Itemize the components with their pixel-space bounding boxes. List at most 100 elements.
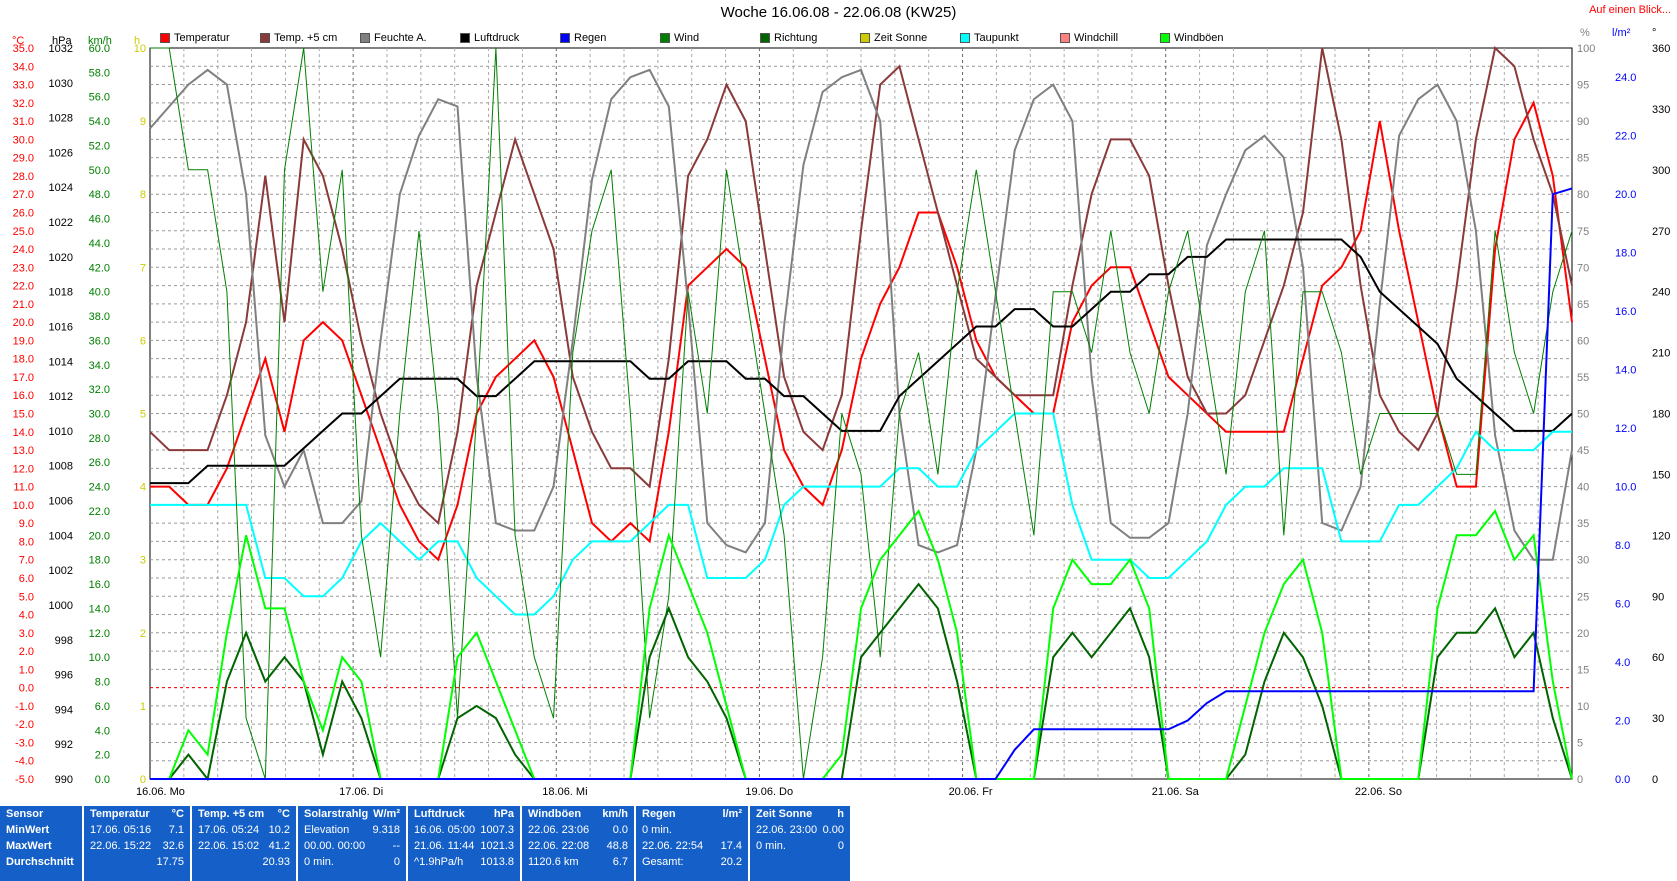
temperature-tick-label: 27.0 xyxy=(13,189,34,201)
summary-row: 20.93 xyxy=(198,856,290,872)
summary-row xyxy=(756,856,844,872)
wind-tick-label: 36.0 xyxy=(89,335,110,347)
humidity-tick-label: 0 xyxy=(1577,774,1583,786)
summary-row: 22.06. 23:00 0.00 xyxy=(756,824,844,840)
summary-cell: 1021.3 xyxy=(480,840,514,852)
pressure-tick-label: 990 xyxy=(55,774,73,786)
pressure-tick-label: 1024 xyxy=(49,182,73,194)
pressure-tick-label: 1032 xyxy=(49,43,73,55)
summary-block: Regen l/m² 0 min. 22.06. 22:54 17.4 Gesamt: 20… xyxy=(636,806,748,881)
summary-row: 17.75 xyxy=(90,856,184,872)
x-tick-label: 16.06. Mo xyxy=(136,786,185,798)
summary-row: Durchschnitt xyxy=(6,856,76,872)
direction-tick-label: 210 xyxy=(1652,348,1670,360)
temperature-tick-label: 28.0 xyxy=(13,171,34,183)
legend-swatch xyxy=(460,33,470,43)
temperature-tick-label: 13.0 xyxy=(13,445,34,457)
wind-tick-label: 50.0 xyxy=(89,165,110,177)
temperature-tick-label: 2.0 xyxy=(19,646,34,658)
direction-unit-label: ° xyxy=(1652,27,1656,39)
temperature-tick-label: 29.0 xyxy=(13,153,34,165)
summary-row: 17.06. 05:16 7.1 xyxy=(90,824,184,840)
summary-header-cell: °C xyxy=(277,808,290,820)
temperature-tick-label: 31.0 xyxy=(13,116,34,128)
rain-unit-label: l/m² xyxy=(1612,27,1631,39)
pressure-tick-label: 998 xyxy=(55,635,73,647)
wind-tick-label: 40.0 xyxy=(89,287,110,299)
legend-swatch xyxy=(960,33,970,43)
summary-header-cell: W/m² xyxy=(373,808,400,820)
summary-cell: 20.93 xyxy=(262,856,290,868)
humidity-tick-label: 80 xyxy=(1577,189,1589,201)
wind-tick-label: 46.0 xyxy=(89,214,110,226)
wind-tick-label: 2.0 xyxy=(95,750,110,762)
temperature-tick-label: 35.0 xyxy=(13,43,34,55)
sun-tick-label: 9 xyxy=(140,116,146,128)
wind-tick-label: 4.0 xyxy=(95,725,110,737)
temperature-tick-label: -2.0 xyxy=(15,719,34,731)
rain-tick-label: 24.0 xyxy=(1615,72,1636,84)
legend-label: Temp. +5 cm xyxy=(274,32,338,44)
summary-row: 0 min. 0 xyxy=(304,856,400,872)
summary-cell: 32.6 xyxy=(162,840,184,852)
legend-swatch xyxy=(760,33,770,43)
rain-tick-label: 22.0 xyxy=(1615,131,1636,143)
humidity-tick-label: 90 xyxy=(1577,116,1589,128)
temperature-tick-label: 18.0 xyxy=(13,354,34,366)
summary-cell: 17.4 xyxy=(720,840,742,852)
humidity-tick-label: 100 xyxy=(1577,43,1595,55)
summary-block: Sensor MinWert MaxWert Durchschnitt xyxy=(0,806,82,881)
temperature-tick-label: -5.0 xyxy=(15,774,34,786)
wind-tick-label: 10.0 xyxy=(89,652,110,664)
humidity-tick-label: 95 xyxy=(1577,80,1589,92)
summary-row: 0 min. xyxy=(642,824,742,840)
sun-tick-label: 1 xyxy=(140,701,146,713)
humidity-tick-label: 15 xyxy=(1577,664,1589,676)
summary-header: Temp. +5 cm °C xyxy=(198,808,290,824)
legend-item: Zeit Sonne xyxy=(860,30,960,46)
summary-header: Windböen km/h xyxy=(528,808,628,824)
summary-cell: 1007.3 xyxy=(480,824,514,836)
summary-cell: Gesamt: xyxy=(642,856,684,868)
summary-block: Solarstrahlg W/m² Elevation 9.318 00.00. 00:… xyxy=(298,806,406,881)
legend-item: Luftdruck xyxy=(460,30,560,46)
temperature-tick-label: 24.0 xyxy=(13,244,34,256)
summary-cell: 00.00. 00:00 xyxy=(304,840,366,852)
summary-cell: 22.06. 15:02 xyxy=(198,840,260,852)
chart-title: Woche 16.06.08 - 22.06.08 (KW25) xyxy=(720,4,957,21)
temperature-tick-label: 15.0 xyxy=(13,409,34,421)
pressure-tick-label: 1012 xyxy=(49,391,73,403)
summary-header: Solarstrahlg W/m² xyxy=(304,808,400,824)
x-tick-label: 17.06. Di xyxy=(339,786,383,798)
rain-tick-label: 2.0 xyxy=(1615,716,1630,728)
temperature-tick-label: -3.0 xyxy=(15,737,34,749)
temperature-tick-label: 22.0 xyxy=(13,281,34,293)
legend-swatch xyxy=(660,33,670,43)
wind-tick-label: 28.0 xyxy=(89,433,110,445)
summary-cell: 0 min. xyxy=(642,824,672,836)
legend-item: Temperatur xyxy=(160,30,260,46)
wind-tick-label: 16.0 xyxy=(89,579,110,591)
legend-swatch xyxy=(160,33,170,43)
summary-cell: 0 xyxy=(837,840,844,852)
summary-row: 22.06. 23:06 0.0 xyxy=(528,824,628,840)
summary-row: 1120.6 km 6.7 xyxy=(528,856,628,872)
direction-tick-label: 30 xyxy=(1652,713,1664,725)
summary-cell: -- xyxy=(392,840,400,852)
overview-link[interactable]: Auf einen Blick... xyxy=(1589,4,1671,16)
temperature-tick-label: 30.0 xyxy=(13,134,34,146)
wind-tick-label: 24.0 xyxy=(89,482,110,494)
direction-tick-label: 240 xyxy=(1652,287,1670,299)
summary-cell: 7.1 xyxy=(168,824,184,836)
rain-tick-label: 10.0 xyxy=(1615,482,1636,494)
humidity-tick-label: 60 xyxy=(1577,335,1589,347)
summary-header-cell: Zeit Sonne xyxy=(756,808,813,820)
summary-header: Temperatur °C xyxy=(90,808,184,824)
sun-tick-label: 4 xyxy=(140,482,146,494)
wind-tick-label: 30.0 xyxy=(89,409,110,421)
direction-tick-label: 180 xyxy=(1652,409,1670,421)
summary-cell: 1120.6 km xyxy=(528,856,579,868)
rain-tick-label: 14.0 xyxy=(1615,365,1636,377)
legend-label: Feuchte A. xyxy=(374,32,427,44)
pressure-tick-label: 1000 xyxy=(49,600,73,612)
